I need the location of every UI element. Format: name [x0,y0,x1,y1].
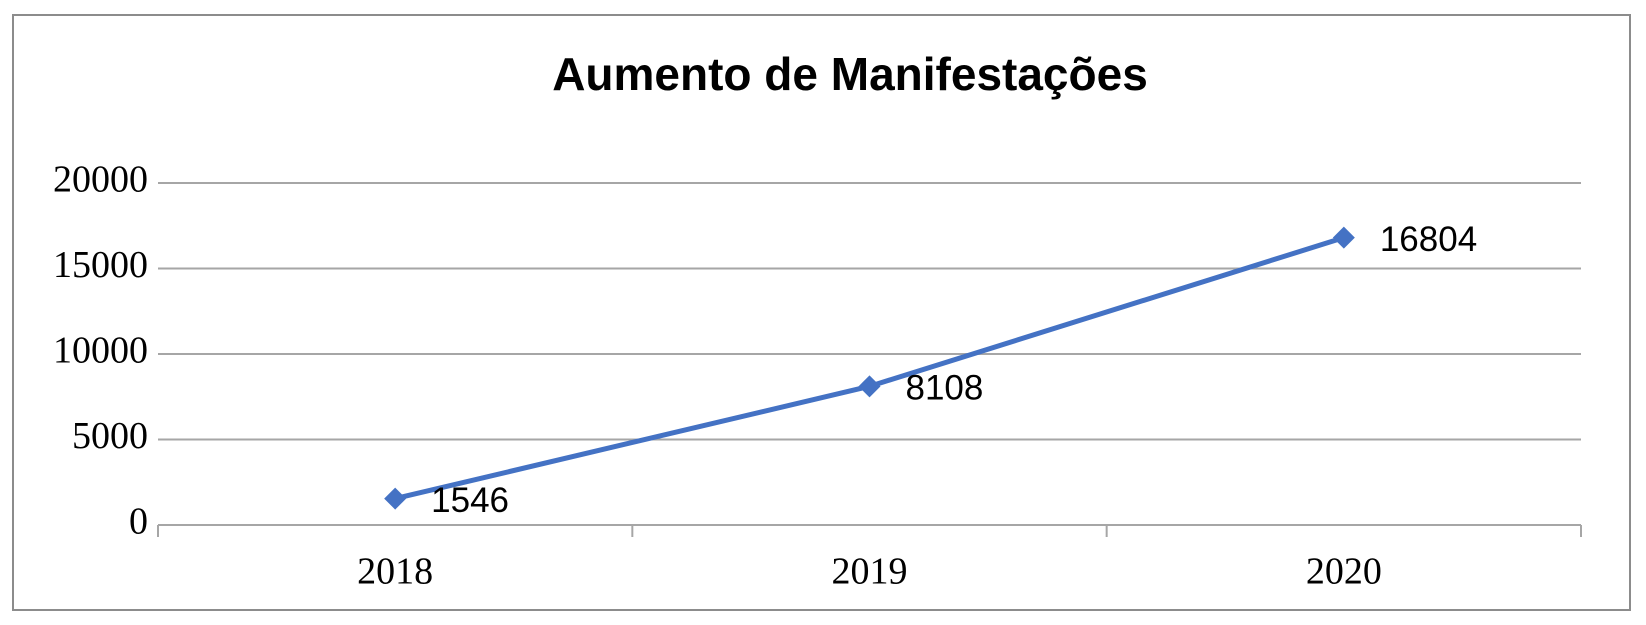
y-tick-label: 5000 [72,415,148,457]
chart-title: Aumento de Manifestações [552,48,1148,100]
y-tick-label: 20000 [53,159,148,201]
marker [858,375,881,398]
data-label: 8108 [906,369,984,408]
y-tick-label: 0 [129,501,148,543]
marker [1332,226,1355,249]
data-label: 1546 [431,481,509,520]
data-label: 16804 [1380,220,1477,259]
chart-border [12,14,1631,611]
y-tick-label: 15000 [53,244,148,286]
x-tick-label: 2020 [1306,551,1382,593]
marker [384,487,407,510]
y-tick-label: 10000 [53,330,148,372]
x-tick-label: 2018 [357,551,433,593]
x-tick-label: 2019 [832,551,908,593]
